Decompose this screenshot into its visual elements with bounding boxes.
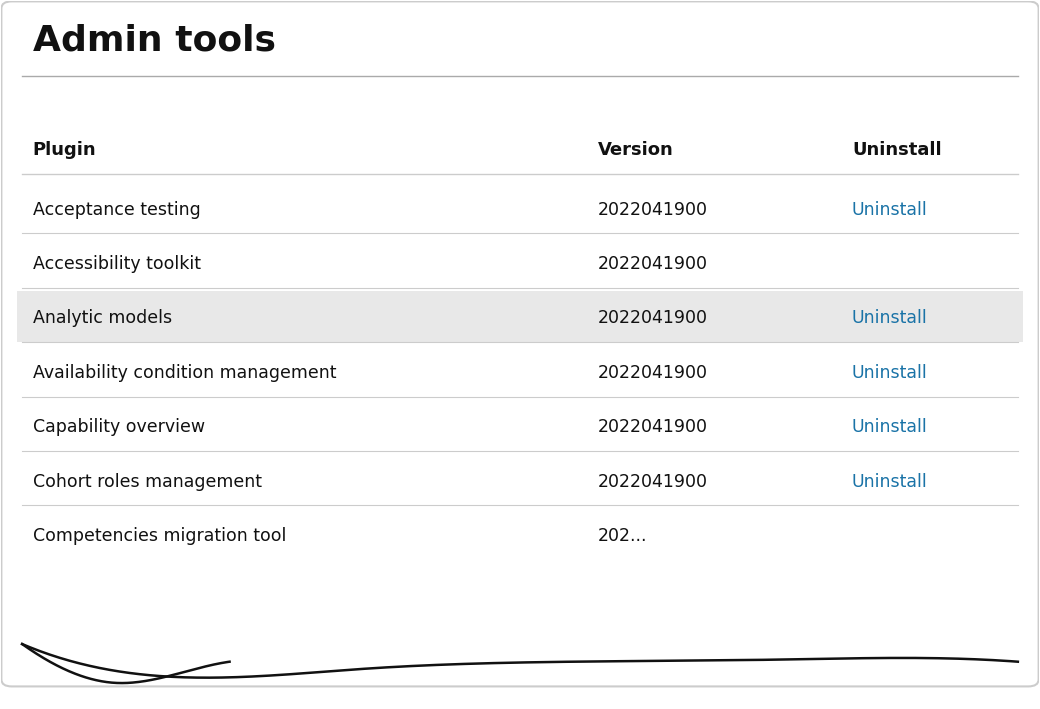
Text: Uninstall: Uninstall (852, 140, 941, 159)
Text: Uninstall: Uninstall (852, 201, 928, 218)
Text: Analytic models: Analytic models (32, 310, 172, 328)
Text: 2022041900: 2022041900 (598, 364, 708, 382)
FancyBboxPatch shape (17, 291, 1023, 342)
Text: Capability overview: Capability overview (32, 418, 205, 436)
Text: Version: Version (598, 140, 674, 159)
Text: 2022041900: 2022041900 (598, 310, 708, 328)
Text: 2022041900: 2022041900 (598, 418, 708, 436)
Text: Availability condition management: Availability condition management (32, 364, 336, 382)
Text: Uninstall: Uninstall (852, 310, 928, 328)
Text: Accessibility toolkit: Accessibility toolkit (32, 255, 201, 273)
Text: Uninstall: Uninstall (852, 418, 928, 436)
Text: 2022041900: 2022041900 (598, 255, 708, 273)
Text: 2022041900: 2022041900 (598, 201, 708, 218)
Polygon shape (22, 644, 1018, 679)
Text: Acceptance testing: Acceptance testing (32, 201, 201, 218)
Text: Plugin: Plugin (32, 140, 96, 159)
Text: Competencies migration tool: Competencies migration tool (32, 527, 286, 545)
Text: 2022041900: 2022041900 (598, 473, 708, 491)
Text: Cohort roles management: Cohort roles management (32, 473, 261, 491)
Text: 202...: 202... (598, 527, 647, 545)
Text: Admin tools: Admin tools (32, 23, 276, 57)
Text: Uninstall: Uninstall (852, 473, 928, 491)
FancyBboxPatch shape (1, 1, 1039, 686)
Text: Uninstall: Uninstall (852, 364, 928, 382)
